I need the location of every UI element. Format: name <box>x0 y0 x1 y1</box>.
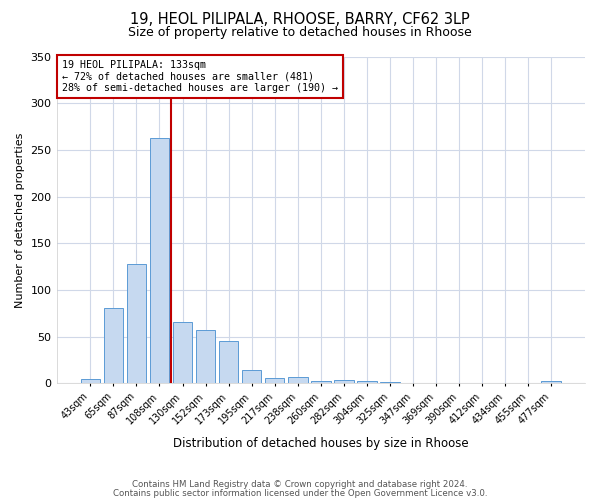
Text: 19, HEOL PILIPALA, RHOOSE, BARRY, CF62 3LP: 19, HEOL PILIPALA, RHOOSE, BARRY, CF62 3… <box>130 12 470 28</box>
Bar <box>311 380 331 384</box>
X-axis label: Distribution of detached houses by size in Rhoose: Distribution of detached houses by size … <box>173 437 469 450</box>
Text: Size of property relative to detached houses in Rhoose: Size of property relative to detached ho… <box>128 26 472 39</box>
Bar <box>541 382 561 384</box>
Bar <box>80 378 100 384</box>
Bar <box>242 370 262 384</box>
Text: Contains public sector information licensed under the Open Government Licence v3: Contains public sector information licen… <box>113 488 487 498</box>
Text: 19 HEOL PILIPALA: 133sqm
← 72% of detached houses are smaller (481)
28% of semi-: 19 HEOL PILIPALA: 133sqm ← 72% of detach… <box>62 60 338 93</box>
Bar <box>219 342 238 384</box>
Text: Contains HM Land Registry data © Crown copyright and database right 2024.: Contains HM Land Registry data © Crown c… <box>132 480 468 489</box>
Bar <box>288 377 308 384</box>
Bar <box>173 322 193 384</box>
Bar <box>196 330 215 384</box>
Y-axis label: Number of detached properties: Number of detached properties <box>15 132 25 308</box>
Bar <box>265 378 284 384</box>
Bar <box>357 382 377 384</box>
Bar <box>104 308 123 384</box>
Bar <box>380 382 400 384</box>
Bar <box>127 264 146 384</box>
Bar <box>149 138 169 384</box>
Bar <box>334 380 353 384</box>
